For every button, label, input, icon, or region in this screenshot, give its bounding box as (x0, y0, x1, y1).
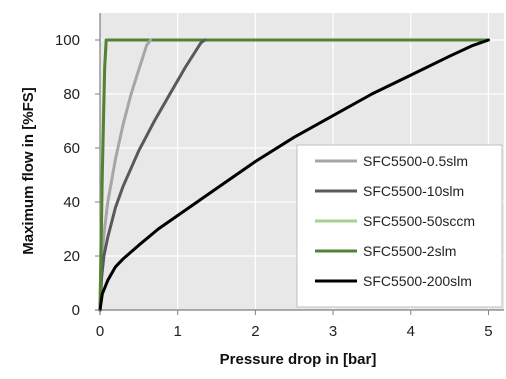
legend-label-sfc5500-10slm: SFC5500-10slm (363, 183, 464, 199)
y-tick-label-5: 100 (55, 32, 80, 49)
legend-label-sfc5500-2slm: SFC5500-2slm (363, 243, 456, 259)
series-line-sfc5500-2slm (98, 38, 108, 312)
x-tick-label-0: 0 (96, 323, 104, 340)
x-axis-title: Pressure drop in [bar] (220, 351, 377, 368)
x-tick-label-1: 1 (174, 323, 182, 340)
legend-label-sfc5500-200slm: SFC5500-200slm (363, 273, 472, 289)
series-line-sfc5500-0-5slm (98, 38, 152, 312)
axis-titles: Pressure drop in [bar] Maximum flow in [… (20, 87, 376, 368)
y-tick-label-0: 0 (72, 302, 80, 319)
series-line-sfc5500-10slm (98, 38, 207, 312)
legend-label-sfc5500-50sccm: SFC5500-50sccm (363, 213, 475, 229)
y-tick-label-4: 80 (63, 86, 80, 103)
y-axis-title: Maximum flow in [%FS] (20, 87, 37, 255)
tick-labels: 0 1 2 3 4 5 0 20 40 60 80 100 (55, 32, 493, 340)
y-tick-label-1: 20 (63, 248, 80, 265)
y-tick-label-3: 60 (63, 140, 80, 157)
series-line-sfc5500-200slm (98, 38, 490, 312)
x-tick-label-3: 3 (329, 323, 337, 340)
legend-label-sfc5500-0-5slm: SFC5500-0.5slm (363, 153, 468, 169)
y-tick-label-2: 40 (63, 194, 80, 211)
series-layer (98, 38, 490, 312)
x-tick-label-2: 2 (251, 323, 259, 340)
legend: SFC5500-0.5slm SFC5500-10slm SFC5500-50scc… (296, 144, 503, 308)
x-tick-label-4: 4 (407, 323, 415, 340)
x-tick-label-5: 5 (484, 323, 492, 340)
